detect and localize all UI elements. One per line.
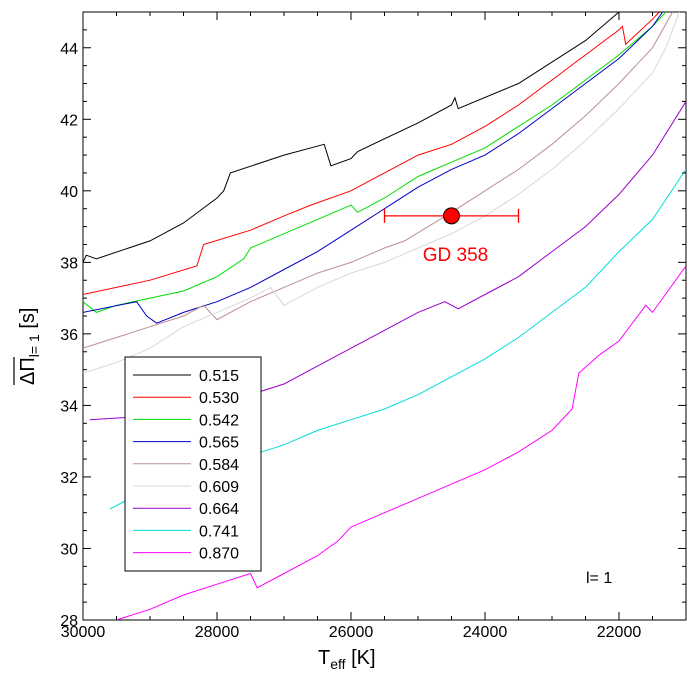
legend-label: 0.542 (199, 412, 239, 429)
x-tick-label: 28000 (195, 624, 240, 641)
y-tick-label: 40 (60, 184, 78, 201)
x-tick-label: 22000 (597, 624, 642, 641)
x-tick-label: 26000 (329, 624, 374, 641)
series-line-0.565 (83, 12, 664, 324)
y-axis-label-unit: [s] (17, 308, 39, 335)
x-axis-label-unit: [K] (346, 647, 376, 669)
y-axis-label-main: ΔΠ (17, 357, 39, 385)
y-tick-label: 30 (60, 541, 78, 558)
y-tick-label: 38 (60, 255, 78, 272)
axis-ticks: 30000 28000 26000 24000 22000 28 30 32 34 36 38 40 4… (60, 11, 687, 641)
observation-marker: GD 358 (383, 207, 520, 266)
svg-text:ΔΠl= 1 [s]: ΔΠl= 1 [s] (17, 308, 42, 385)
legend-label: 0.584 (199, 457, 239, 474)
y-tick-label: 34 (60, 398, 78, 415)
legend-label: 0.530 (199, 390, 239, 407)
y-tick-label: 32 (60, 470, 78, 487)
legend-label: 0.870 (199, 546, 239, 563)
legend: 0.515 0.530 0.542 0.565 0.584 0.609 0.664 0.741… (124, 356, 262, 572)
series-line-0.515 (83, 12, 620, 263)
legend-label: 0.741 (199, 523, 239, 540)
y-tick-label: 28 (60, 613, 78, 630)
observation-label: GD 358 (423, 245, 488, 266)
legend-label: 0.515 (199, 368, 239, 385)
y-tick-label: 42 (60, 112, 78, 129)
x-axis-label: Teff [K] (318, 647, 376, 672)
y-tick-label: 44 (60, 41, 78, 58)
legend-label: 0.565 (199, 435, 239, 452)
y-axis-label: ΔΠl= 1 [s] (13, 308, 42, 385)
l-value-annotation: l= 1 (586, 570, 612, 587)
observation-point (443, 207, 460, 225)
series-line-0.530 (83, 12, 660, 295)
legend-label: 0.664 (199, 501, 239, 518)
x-tick-label: 30000 (61, 624, 106, 641)
series-line-0.609 (83, 12, 680, 374)
series-layer (83, 12, 686, 620)
y-tick-label: 36 (60, 327, 78, 344)
series-line-0.542 (83, 12, 667, 313)
series-line-0.584 (83, 12, 674, 349)
x-tick-label: 24000 (463, 624, 508, 641)
x-axis-label-sub: eff (330, 656, 345, 672)
x-axis-label-main: T (318, 647, 330, 669)
series-line-0.870 (116, 265, 686, 620)
y-axis-label-sub: l= 1 (26, 334, 42, 357)
legend-label: 0.609 (199, 479, 239, 496)
